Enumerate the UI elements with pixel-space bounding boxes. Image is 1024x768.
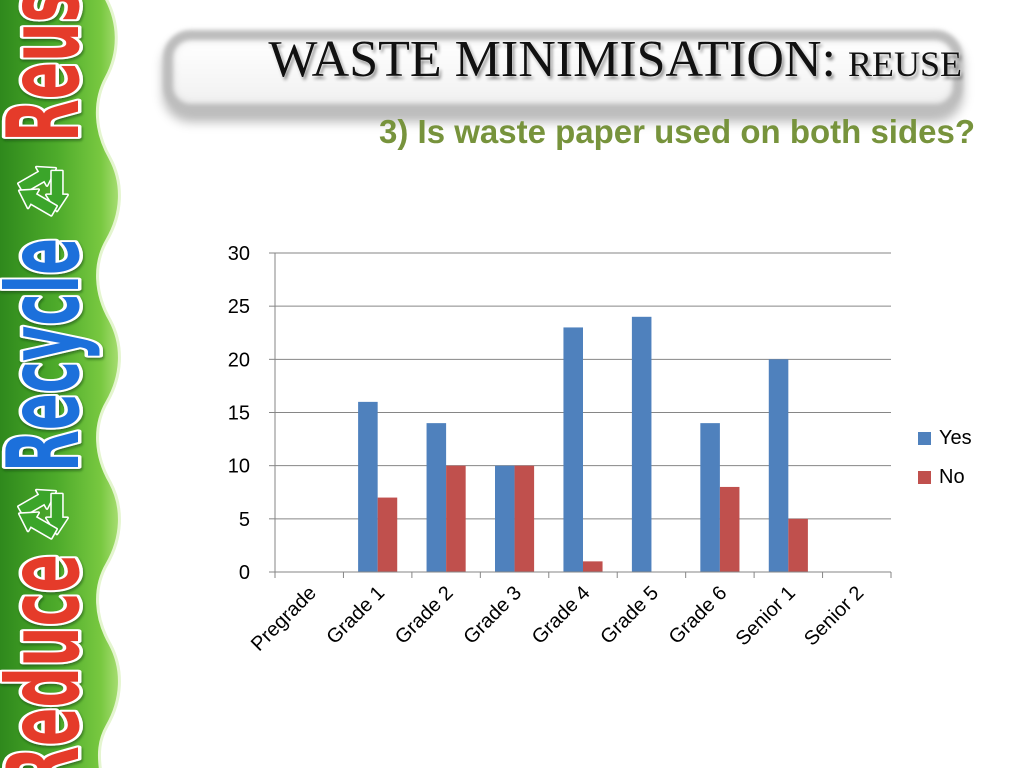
bar-yes-grade-1 xyxy=(358,401,378,572)
x-tick-label: Grade 4 xyxy=(528,582,595,649)
x-tick-label: Grade 6 xyxy=(665,582,732,649)
bar-no-grade-4 xyxy=(583,561,603,572)
y-tick-label: 30 xyxy=(228,243,250,265)
bar-no-grade-6 xyxy=(719,486,740,572)
sidebar-word-recycle: Recycle xyxy=(0,238,102,472)
y-tick-label: 10 xyxy=(228,456,250,478)
bar-no-grade-3 xyxy=(514,465,535,572)
bar-yes-grade-5 xyxy=(631,316,652,572)
y-tick-label: 15 xyxy=(228,403,250,425)
legend-swatch-no xyxy=(918,470,931,484)
legend-label-no: No xyxy=(939,465,965,488)
y-tick-label: 5 xyxy=(239,509,250,531)
bar-yes-grade-4 xyxy=(563,327,583,572)
legend-label-yes: Yes xyxy=(939,426,972,449)
x-tick-label: Senior 1 xyxy=(732,582,800,650)
sidebar-word-reduce: Reduce xyxy=(0,554,102,768)
bar-no-grade-2 xyxy=(446,465,466,572)
bar-yes-grade-6 xyxy=(700,423,720,572)
y-tick-label: 20 xyxy=(228,349,250,371)
x-tick-label: Grade 2 xyxy=(391,582,458,649)
title-frame xyxy=(163,30,963,114)
legend-swatch-yes xyxy=(918,431,931,445)
axes xyxy=(269,252,892,578)
sidebar-word-reuse: Reuse xyxy=(0,0,102,142)
bar-yes-grade-2 xyxy=(426,423,447,572)
bars xyxy=(358,316,808,572)
y-tick-labels: 0 5 10 15 20 25 30 xyxy=(228,243,250,584)
x-tick-label: Grade 5 xyxy=(596,582,663,649)
x-tick-label: Grade 1 xyxy=(323,582,390,649)
chart-legend: Yes No xyxy=(918,426,972,504)
x-tick-label: Senior 2 xyxy=(800,582,868,650)
bar-yes-grade-3 xyxy=(495,465,515,572)
bar-no-grade-1 xyxy=(377,497,398,572)
title-main: WASTE MINIMISATION: xyxy=(268,31,836,88)
slide-title: WASTE MINIMISATION: REUSE xyxy=(268,34,962,86)
x-tick-label: Grade 3 xyxy=(459,582,526,649)
slide-subtitle: 3) Is waste paper used on both sides? xyxy=(379,113,975,150)
bar-no-senior-1 xyxy=(788,518,808,572)
x-tick-label: Pregrade xyxy=(247,582,321,656)
bar-yes-senior-1 xyxy=(768,359,789,572)
x-tick-labels: Pregrade Grade 1 Grade 2 Grade 3 Grade 4 Grad… xyxy=(247,582,868,656)
title-sub: REUSE xyxy=(847,44,962,84)
y-tick-label: 0 xyxy=(239,562,250,584)
sidebar-banner: Reduce Recycle Reuse xyxy=(0,0,121,768)
y-tick-label: 25 xyxy=(228,296,250,318)
legend-item-yes: Yes xyxy=(918,426,972,450)
legend-item-no: No xyxy=(918,465,972,489)
